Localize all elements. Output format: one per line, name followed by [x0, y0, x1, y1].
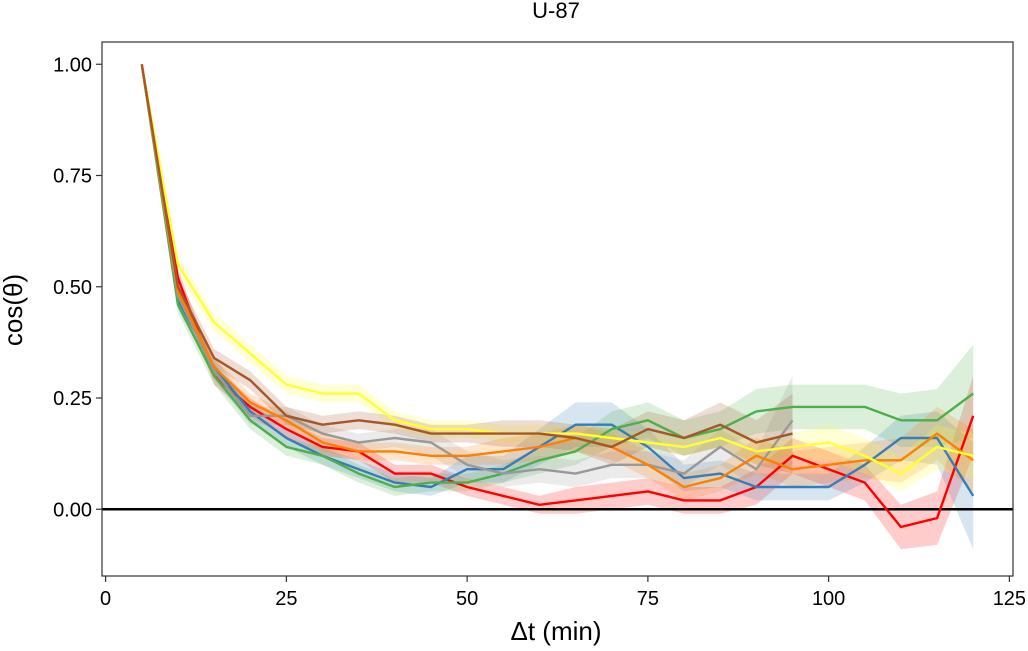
y-tick-label: 0.75 [53, 166, 92, 188]
x-axis-title: Δt (min) [510, 616, 601, 646]
confidence-band-2 [141, 64, 974, 550]
confidence-bands [141, 64, 974, 550]
y-axis-title: cos(θ) [0, 274, 28, 346]
y-tick-label: 1.00 [53, 54, 92, 76]
x-tick-label: 25 [275, 588, 297, 610]
series-lines [140, 64, 975, 529]
series-line-6 [140, 64, 974, 475]
series-line-5 [140, 64, 974, 489]
x-tick-label: 100 [812, 588, 845, 610]
y-tick-label: 0.50 [53, 277, 92, 299]
x-tick-label: 0 [100, 588, 111, 610]
series-line-4 [140, 64, 794, 475]
confidence-band-5 [141, 64, 974, 501]
axes: 0 25 50 75 100 125 0.00 0.25 0.50 0.75 1.00 [53, 41, 1026, 610]
x-tick-label: 125 [993, 588, 1026, 610]
series-line-7 [140, 64, 793, 449]
series-line-1 [140, 64, 975, 529]
confidence-band-1 [141, 64, 974, 550]
chart-title: U-87 [532, 0, 580, 23]
y-tick-label: 0.00 [53, 499, 92, 521]
series-line-3 [140, 64, 974, 489]
confidence-band-4 [141, 64, 793, 488]
confidence-band-3 [141, 64, 974, 496]
confidence-band-6 [141, 64, 974, 492]
x-tick-label: 75 [637, 588, 659, 610]
x-tick-label: 50 [456, 588, 478, 610]
plot-panel-border [101, 41, 1014, 577]
y-tick-label: 0.25 [53, 388, 92, 410]
confidence-band-7 [141, 64, 793, 474]
